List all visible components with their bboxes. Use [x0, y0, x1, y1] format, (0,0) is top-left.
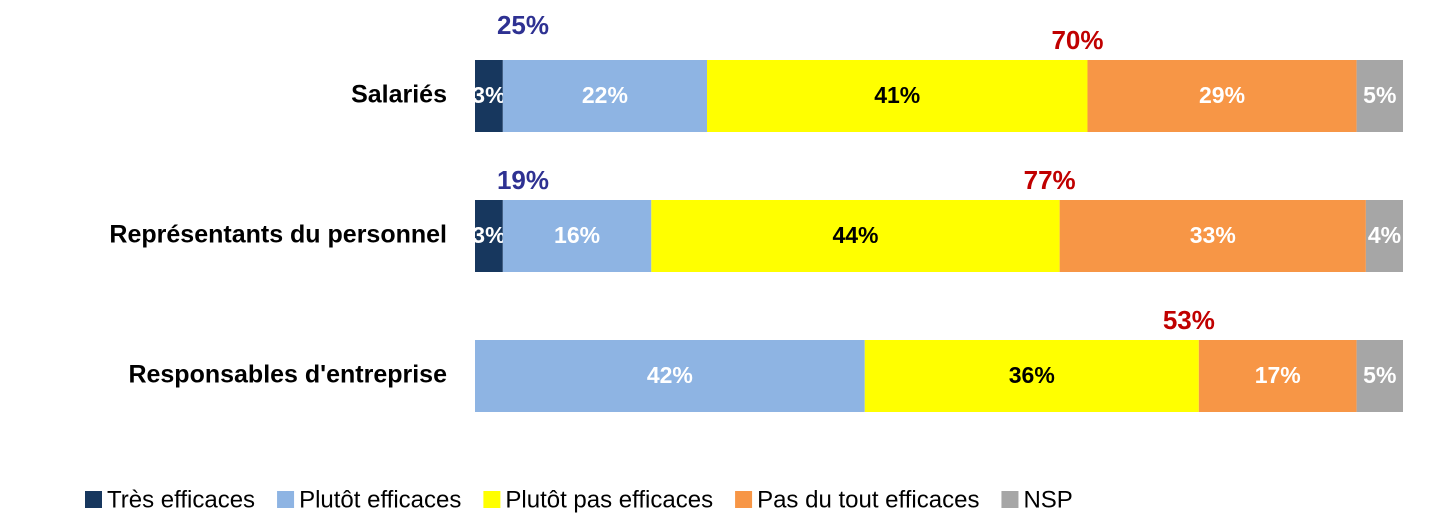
data-label: 16%	[554, 222, 600, 248]
legend-label: Très efficaces	[107, 486, 255, 513]
legend-label: Plutôt efficaces	[299, 486, 461, 513]
bar-segment	[1087, 60, 1357, 132]
bar-segment	[1059, 200, 1366, 272]
bar-segment	[475, 60, 503, 132]
bar-segment	[475, 200, 503, 272]
data-label: 4%	[1368, 222, 1401, 248]
category-label: Salariés	[351, 81, 447, 109]
data-label: 44%	[832, 222, 878, 248]
data-label: 3%	[472, 82, 505, 108]
bar-segment	[502, 200, 652, 272]
legend-label: NSP	[1023, 486, 1072, 513]
category-label: Responsables d'entreprise	[128, 361, 447, 389]
legend-label: Pas du tout efficaces	[757, 486, 979, 513]
data-label: 3%	[472, 222, 505, 248]
data-label: 5%	[1363, 362, 1396, 388]
total-label: 77%	[1024, 165, 1076, 195]
legend-swatch	[85, 491, 102, 508]
data-label: 22%	[582, 82, 628, 108]
legend-swatch	[1001, 491, 1019, 508]
legend-swatch	[277, 491, 295, 508]
data-label: 42%	[647, 362, 693, 388]
bar-segment	[864, 340, 1199, 412]
category-label: Représentants du personnel	[109, 221, 447, 249]
bar-segment	[1198, 340, 1357, 412]
data-label: 17%	[1255, 362, 1301, 388]
data-label: 41%	[874, 82, 920, 108]
bar-segment	[651, 200, 1060, 272]
total-label: 25%	[497, 10, 549, 40]
bar-segment	[1356, 60, 1403, 132]
legend-swatch	[735, 491, 753, 508]
data-label: 33%	[1190, 222, 1236, 248]
bar-segment	[1365, 200, 1403, 272]
bar-segment	[502, 60, 707, 132]
legend-label: Plutôt pas efficaces	[505, 486, 713, 513]
bar-segment	[1356, 340, 1403, 412]
total-label: 19%	[497, 165, 549, 195]
legend-swatch	[483, 491, 501, 508]
data-label: 29%	[1199, 82, 1245, 108]
total-label: 53%	[1163, 305, 1215, 335]
bar-segment	[707, 60, 1088, 132]
data-label: 5%	[1363, 82, 1396, 108]
bar-segment	[475, 340, 865, 412]
total-label: 70%	[1051, 25, 1103, 55]
data-label: 36%	[1009, 362, 1055, 388]
